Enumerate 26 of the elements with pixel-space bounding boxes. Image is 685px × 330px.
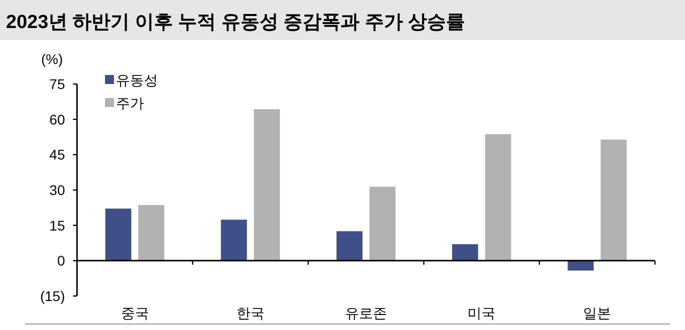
y-tick-label: 75 xyxy=(49,76,66,92)
y-tick-label: 15 xyxy=(49,217,66,234)
bar xyxy=(568,260,594,271)
bar xyxy=(105,208,132,261)
bar xyxy=(600,140,627,261)
y-tick-label: 60 xyxy=(49,111,66,128)
bar xyxy=(485,134,512,261)
x-tick-label: 일본 xyxy=(583,305,612,321)
bar xyxy=(370,186,396,261)
x-tick-label: 유로존 xyxy=(345,305,387,321)
x-tick-label: 미국 xyxy=(468,305,496,321)
y-tick-label: 30 xyxy=(49,182,66,198)
y-tick-label: (15) xyxy=(40,288,65,304)
chart-title: 2023년 하반기 이후 누적 유동성 증감폭과 주가 상승률 xyxy=(6,12,466,33)
bar xyxy=(336,231,362,261)
x-tick-label: 중국 xyxy=(120,305,149,321)
y-tick-label: 45 xyxy=(49,146,66,163)
bar xyxy=(452,244,478,261)
legend-label: 유동성 xyxy=(116,72,158,88)
x-tick-label: 한국 xyxy=(236,305,264,321)
bar xyxy=(138,205,164,261)
bar xyxy=(220,220,247,261)
bar xyxy=(254,109,280,261)
y-axis-title: (%) xyxy=(41,51,63,67)
y-tick-label: 0 xyxy=(57,252,66,269)
legend-label: 주가 xyxy=(116,95,144,111)
